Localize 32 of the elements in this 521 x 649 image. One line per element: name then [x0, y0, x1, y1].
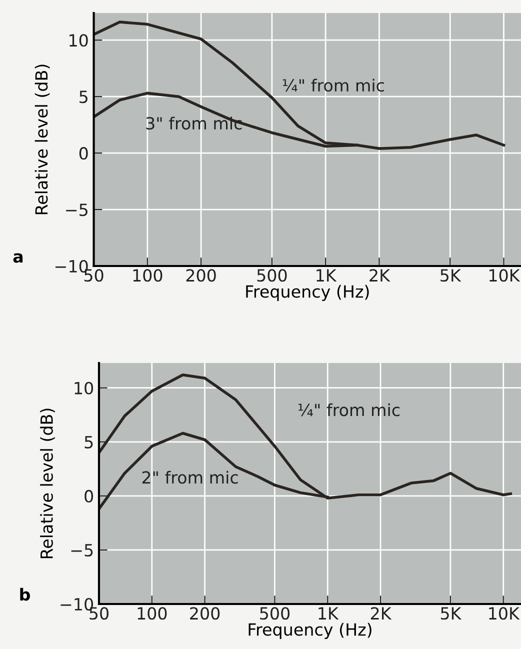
x-tick-label: 2K [370, 269, 390, 282]
x-tick-label: 100 [138, 607, 167, 620]
series-label: 3" from mic [146, 116, 242, 130]
x-tick-label: 200 [190, 607, 220, 620]
y-tick-label: 0 [84, 490, 94, 502]
x-axis-title: Frequency (Hz) [248, 622, 372, 640]
x-tick-label: 10K [489, 607, 520, 620]
y-tick-label: 10 [74, 382, 94, 394]
y-tick-label: 10 [70, 34, 88, 47]
series-label: 2" from mic [142, 470, 238, 484]
x-tick-label: 5K [440, 269, 462, 282]
y-tick-label: −5 [66, 204, 88, 216]
y-axis-title: Relative level (dB) [40, 408, 55, 558]
y-axis-title: Relative level (dB) [34, 64, 50, 214]
text: ¼" from mic [298, 403, 400, 416]
x-tick-label: 1K [316, 269, 337, 282]
text: a [13, 253, 23, 263]
x-tick-label: 500 [260, 607, 290, 620]
x-tick-label: 1K [318, 607, 339, 620]
y-tick-label: 5 [84, 436, 93, 448]
y-tick-label: 0 [79, 147, 88, 160]
y-tick-label: −5 [71, 544, 93, 557]
x-tick-label: 5K [440, 607, 462, 620]
x-tick-label: 500 [257, 269, 287, 282]
x-tick-label: 100 [133, 269, 162, 282]
x-tick-label: 2K [370, 607, 392, 620]
x-axis-title: Frequency (Hz) [246, 284, 369, 302]
x-tick-label: 200 [186, 269, 216, 282]
x-tick-label: 10K [489, 269, 520, 282]
y-tick-label: 5 [80, 90, 88, 104]
series-label: ¼" from mic [282, 78, 384, 92]
text: b [20, 588, 30, 601]
